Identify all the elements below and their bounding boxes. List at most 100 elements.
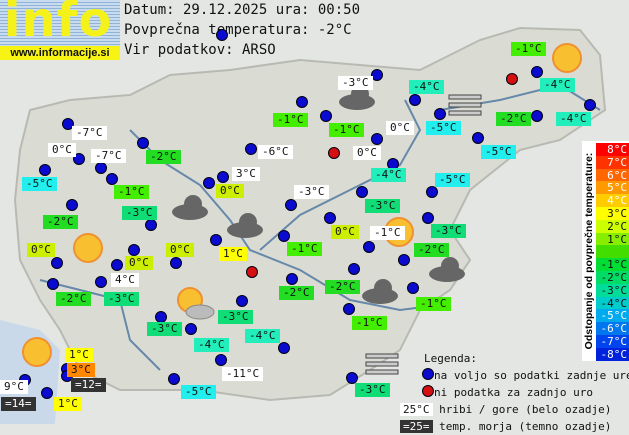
station-dot[interactable] — [422, 212, 434, 224]
fog-icon — [448, 94, 482, 116]
station-temp-label: -1°C — [370, 226, 405, 240]
station-temp-label: -5°C — [435, 173, 470, 187]
sun-icon — [22, 337, 52, 367]
cloud-icon — [429, 257, 465, 282]
station-dot[interactable] — [185, 323, 197, 335]
station-dot[interactable] — [51, 257, 63, 269]
station-dot[interactable] — [128, 244, 140, 256]
station-dot[interactable] — [41, 387, 53, 399]
legend-sea-text: temp. morja (temno ozadje) — [439, 420, 612, 433]
logo[interactable]: info www.informacije.si — [0, 0, 120, 60]
scale-row: -7°C — [596, 335, 629, 348]
station-temp-label: 1°C — [219, 247, 247, 261]
station-dot[interactable] — [531, 110, 543, 122]
station-temp-label: -2°C — [279, 286, 314, 300]
scale-row: -4°C — [596, 296, 629, 310]
station-dot[interactable] — [531, 66, 543, 78]
station-temp-label: -3°C — [365, 199, 400, 213]
station-dot[interactable] — [434, 108, 446, 120]
scale-row: 4°C — [596, 194, 629, 208]
blue-dot-icon — [422, 368, 434, 380]
date-line: Datum: 29.12.2025 ura: 00:50 — [124, 2, 361, 18]
station-dot[interactable] — [409, 94, 421, 106]
scale-row: 2°C — [596, 219, 629, 233]
color-scale: Odstopanje od povprečne temperature: 8°C… — [582, 141, 629, 361]
station-dot[interactable] — [39, 164, 51, 176]
station-dot[interactable] — [286, 273, 298, 285]
station-dot[interactable] — [210, 234, 222, 246]
station-temp-label: -4°C — [556, 112, 591, 126]
station-temp-label: -4°C — [409, 80, 444, 94]
station-dot[interactable] — [426, 186, 438, 198]
sun-icon — [73, 233, 103, 263]
station-temp-label: -6°C — [258, 145, 293, 159]
station-dot[interactable] — [346, 372, 358, 384]
station-temp-label: -3°C — [355, 383, 390, 397]
station-dot[interactable] — [245, 143, 257, 155]
station-dot-no-data[interactable] — [328, 147, 340, 159]
station-temp-label: -3°C — [431, 224, 466, 238]
station-dot[interactable] — [324, 212, 336, 224]
station-dot[interactable] — [168, 373, 180, 385]
scale-title: Odstopanje od povprečne temperature: — [583, 152, 595, 350]
scale-row: 5°C — [596, 181, 629, 195]
station-dot[interactable] — [203, 177, 215, 189]
station-temp-label: -11°C — [222, 367, 264, 381]
station-temp-label: -2°C — [496, 112, 531, 126]
station-dot[interactable] — [62, 118, 74, 130]
station-dot[interactable] — [95, 276, 107, 288]
station-dot[interactable] — [343, 303, 355, 315]
station-dot[interactable] — [584, 99, 596, 111]
station-temp-label: -2°C — [146, 150, 181, 164]
station-dot[interactable] — [356, 186, 368, 198]
station-temp-label: -3°C — [218, 310, 253, 324]
station-dot[interactable] — [73, 153, 85, 165]
station-dot[interactable] — [47, 278, 59, 290]
station-dot[interactable] — [398, 254, 410, 266]
station-dot[interactable] — [170, 257, 182, 269]
station-dot[interactable] — [215, 354, 227, 366]
station-temp-label: 1°C — [54, 397, 82, 411]
partly-cloudy-icon — [177, 287, 215, 320]
station-temp-label: -2°C — [325, 280, 360, 294]
station-dot[interactable] — [111, 259, 123, 271]
legend-sea-sample: =25= — [400, 420, 433, 433]
station-dot[interactable] — [472, 132, 484, 144]
station-dot[interactable] — [145, 219, 157, 231]
station-temp-label: -5°C — [481, 145, 516, 159]
station-dot[interactable] — [217, 171, 229, 183]
station-dot[interactable] — [216, 29, 228, 41]
station-temp-label: -3°C — [122, 206, 157, 220]
station-dot[interactable] — [320, 110, 332, 122]
station-temp-label: -2°C — [43, 215, 78, 229]
station-dot[interactable] — [363, 241, 375, 253]
station-dot[interactable] — [371, 69, 383, 81]
station-dot[interactable] — [236, 295, 248, 307]
station-temp-label: 3°C — [232, 167, 260, 181]
station-temp-label: 9°C — [0, 380, 28, 394]
station-dot[interactable] — [95, 162, 107, 174]
station-dot-no-data[interactable] — [506, 73, 518, 85]
sea-temp-label: =14= — [1, 397, 36, 411]
station-dot[interactable] — [137, 137, 149, 149]
scale-row: -1°C — [596, 258, 629, 272]
scale-row: 3°C — [596, 207, 629, 220]
station-temp-label: -3°C — [104, 292, 139, 306]
station-dot[interactable] — [106, 173, 118, 185]
logo-url[interactable]: www.informacije.si — [0, 46, 120, 60]
station-dot-no-data[interactable] — [246, 266, 258, 278]
station-dot[interactable] — [348, 263, 360, 275]
station-dot[interactable] — [407, 282, 419, 294]
station-temp-label: -1°C — [114, 185, 149, 199]
station-dot[interactable] — [296, 96, 308, 108]
station-temp-label: -1°C — [511, 42, 546, 56]
legend-red-text: ni podatka za zadnjo uro — [434, 386, 593, 399]
station-dot[interactable] — [278, 342, 290, 354]
station-dot[interactable] — [66, 199, 78, 211]
legend-title: Legenda: — [424, 352, 477, 365]
scale-row: 1°C — [596, 232, 629, 246]
station-dot[interactable] — [285, 199, 297, 211]
station-dot[interactable] — [371, 133, 383, 145]
station-temp-label: -3°C — [294, 185, 329, 199]
station-dot[interactable] — [278, 230, 290, 242]
